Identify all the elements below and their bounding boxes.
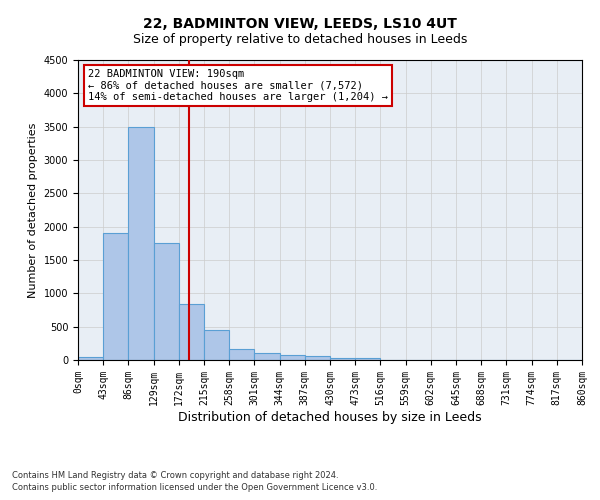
Bar (254, 354, 280, 360)
Bar (305, 356, 330, 360)
Text: 22 BADMINTON VIEW: 190sqm
← 86% of detached houses are smaller (7,572)
14% of se: 22 BADMINTON VIEW: 190sqm ← 86% of detac… (88, 69, 388, 102)
Bar (280, 356, 305, 360)
Bar (103, 232, 128, 360)
Bar (229, 350, 254, 360)
X-axis label: Distribution of detached houses by size in Leeds: Distribution of detached houses by size … (178, 410, 482, 424)
Bar (355, 358, 380, 360)
Bar (330, 358, 355, 360)
Bar (179, 304, 204, 360)
Bar (128, 128, 154, 360)
Text: Size of property relative to detached houses in Leeds: Size of property relative to detached ho… (133, 32, 467, 46)
Text: Contains HM Land Registry data © Crown copyright and database right 2024.: Contains HM Land Registry data © Crown c… (12, 470, 338, 480)
Text: 22, BADMINTON VIEW, LEEDS, LS10 4UT: 22, BADMINTON VIEW, LEEDS, LS10 4UT (143, 18, 457, 32)
Text: Contains public sector information licensed under the Open Government Licence v3: Contains public sector information licen… (12, 483, 377, 492)
Bar (204, 330, 229, 360)
Y-axis label: Number of detached properties: Number of detached properties (28, 122, 38, 298)
Bar (78, 356, 103, 360)
Bar (154, 242, 179, 360)
